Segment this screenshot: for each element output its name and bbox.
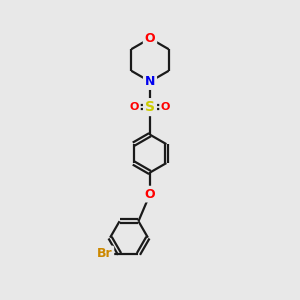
Text: N: N [145, 75, 155, 88]
Text: O: O [145, 32, 155, 45]
Text: O: O [130, 102, 139, 112]
Text: O: O [145, 188, 155, 201]
Text: O: O [161, 102, 170, 112]
Text: Br: Br [97, 248, 112, 260]
Text: S: S [145, 100, 155, 114]
